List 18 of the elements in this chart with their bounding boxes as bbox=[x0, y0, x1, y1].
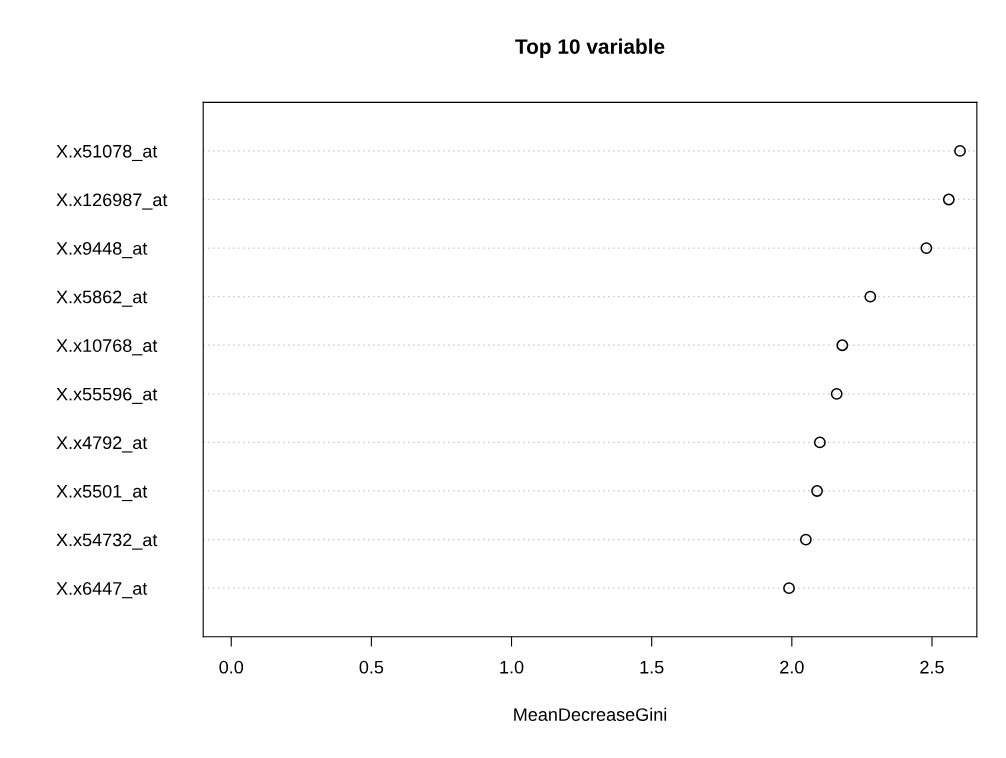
y-tick-label: X.x5862_at bbox=[56, 290, 148, 307]
y-tick-label: X.x55596_at bbox=[56, 387, 158, 404]
x-tick-label: 0.0 bbox=[219, 660, 244, 674]
x-tick-label: 2.0 bbox=[780, 660, 804, 674]
y-tick-label: X.x6447_at bbox=[56, 582, 148, 599]
x-tick-label: 1.0 bbox=[500, 660, 524, 674]
y-tick-label: X.x54732_at bbox=[56, 533, 158, 550]
x-tick-label: 2.5 bbox=[920, 660, 944, 674]
y-tick-label: X.x126987_at bbox=[56, 193, 168, 210]
x-tick-label: 0.5 bbox=[359, 660, 384, 674]
y-tick-label: X.x5501_at bbox=[56, 484, 148, 502]
y-tick-label: X.x51078_at bbox=[56, 144, 158, 162]
y-tick-label: X.x10768_at bbox=[56, 339, 158, 356]
chart-title: Top 10 variable bbox=[515, 38, 665, 59]
y-tick-label: X.x9448_at bbox=[56, 242, 148, 259]
y-tick-label: X.x4792_at bbox=[56, 436, 148, 453]
x-axis-title: MeanDecreaseGini bbox=[514, 707, 667, 721]
x-tick-label: 1.5 bbox=[640, 660, 664, 674]
